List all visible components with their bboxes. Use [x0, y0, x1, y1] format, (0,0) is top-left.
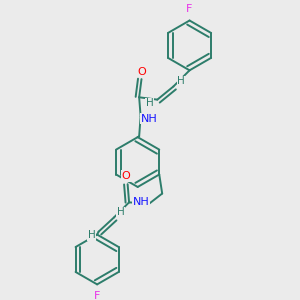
Text: NH: NH — [132, 197, 149, 207]
Text: H: H — [177, 76, 185, 86]
Text: O: O — [138, 67, 146, 76]
Text: H: H — [117, 207, 125, 217]
Text: H: H — [88, 230, 95, 240]
Text: F: F — [94, 290, 100, 300]
Text: O: O — [122, 171, 130, 181]
Text: F: F — [186, 4, 193, 14]
Text: H: H — [146, 98, 154, 108]
Text: NH: NH — [140, 114, 157, 124]
